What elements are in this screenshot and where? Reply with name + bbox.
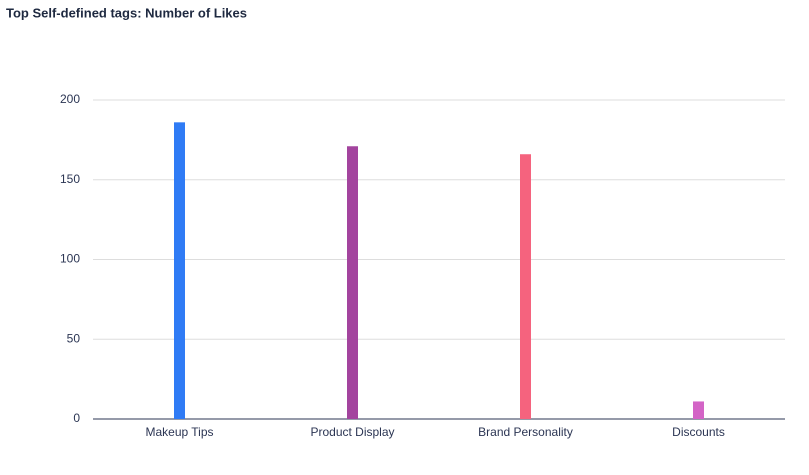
- x-tick-label: Discounts: [672, 425, 725, 439]
- x-tick-label: Brand Personality: [478, 425, 573, 439]
- x-tick-label: Product Display: [310, 425, 394, 439]
- chart-title: Top Self-defined tags: Number of Likes: [6, 5, 247, 20]
- bar: [520, 154, 531, 420]
- y-tick-label: 150: [60, 172, 80, 186]
- bar: [347, 146, 358, 419]
- x-tick-label: Makeup Tips: [145, 425, 213, 439]
- y-tick-label: 0: [73, 411, 80, 425]
- y-tick-label: 50: [67, 331, 81, 345]
- y-tick-label: 200: [60, 92, 80, 106]
- y-tick-label: 100: [60, 252, 80, 266]
- bar: [174, 122, 185, 419]
- bar: [693, 401, 704, 419]
